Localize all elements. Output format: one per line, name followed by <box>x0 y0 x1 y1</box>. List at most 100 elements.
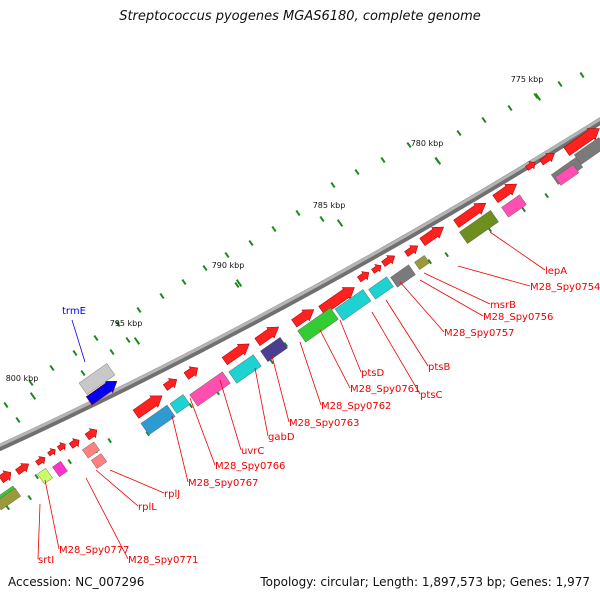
gene-label-M28_Spy0777: M28_Spy0777 <box>59 545 129 556</box>
cog-gene-box <box>368 276 394 300</box>
topology-text: Topology: circular; Length: 1,897,573 bp… <box>260 575 590 589</box>
cog-gene-box <box>260 337 288 362</box>
gc-skew-dot <box>521 206 526 213</box>
scale-tick-mark <box>29 392 37 400</box>
gc-skew-dot <box>444 251 449 258</box>
backbone-line <box>0 117 600 448</box>
forward-gene-arrow <box>68 438 80 449</box>
forward-gene-arrow <box>15 463 30 475</box>
gene-label-ptsC: ptsC <box>420 390 442 401</box>
gc-skew-dot <box>93 334 99 342</box>
forward-gene-arrow <box>371 264 382 274</box>
cog-gene-box <box>501 194 527 218</box>
gc-skew-dot <box>557 80 563 88</box>
cog-gene-box <box>140 404 176 436</box>
forward-gene-arrow <box>254 326 280 346</box>
trmE-cog-box <box>78 363 116 395</box>
cog-gene-box <box>169 394 191 414</box>
cog-gene-box <box>414 255 430 270</box>
gc-skew-dot <box>136 306 142 314</box>
forward-gene-arrow <box>56 442 66 452</box>
gc-skew-dot <box>579 71 585 79</box>
gene-label-M28_Spy0761: M28_Spy0761 <box>350 384 420 395</box>
gene-label-M28_Spy0756: M28_Spy0756 <box>483 312 553 323</box>
scale-tick-label: 795 kbp <box>110 319 143 328</box>
label-leader-line <box>319 329 351 389</box>
map-title: Streptococcus pyogenes MGAS6180, complet… <box>119 9 481 24</box>
label-leader-line <box>37 503 41 560</box>
forward-gene-arrow <box>221 343 250 366</box>
gc-skew-dot <box>234 281 240 289</box>
gene-label-gabD: gabD <box>268 432 295 443</box>
gc-skew-dot <box>271 225 277 233</box>
cog-gene-box <box>297 307 339 343</box>
gene-label-trmE: trmE <box>62 306 86 317</box>
forward-gene-arrow <box>381 255 396 267</box>
gc-skew-dot <box>107 437 112 444</box>
gc-skew-dot <box>224 251 230 259</box>
cog-gene-box <box>0 487 21 511</box>
gene-label-M28_Spy0757: M28_Spy0757 <box>444 328 514 339</box>
gene-label-srtI: srtI <box>38 555 54 566</box>
forward-gene-arrow <box>183 366 199 380</box>
gene-label-M28_Spy0762: M28_Spy0762 <box>321 401 391 412</box>
gc-skew-dot <box>544 192 549 199</box>
gene-label-M28_Spy0767: M28_Spy0767 <box>188 478 258 489</box>
gc-skew-dot <box>380 156 386 164</box>
cog-gene-box <box>573 137 600 165</box>
forward-gene-arrow <box>0 470 12 484</box>
gc-skew-dot <box>283 341 288 348</box>
cog-gene-box <box>334 289 372 321</box>
cog-gene-box <box>390 264 416 288</box>
scale-tick-label: 790 kbp <box>212 261 245 270</box>
label-leader-line <box>219 379 242 451</box>
cog-gene-box <box>82 441 100 459</box>
label-leader-line <box>254 367 269 437</box>
forward-gene-arrow <box>47 448 56 457</box>
gene-label-ptsB: ptsB <box>428 362 450 373</box>
cog-gene-box <box>90 453 108 469</box>
cog-gene-box <box>52 460 68 478</box>
forward-gene-arrow <box>404 245 419 257</box>
gene-label-uvrC: uvrC <box>241 446 264 457</box>
label-leader-line <box>423 272 491 305</box>
gc-skew-dot <box>3 401 9 409</box>
forward-gene-arrow <box>291 309 315 328</box>
label-leader-line <box>371 311 421 395</box>
gc-skew-dot <box>319 215 325 223</box>
gc-skew-dot <box>159 292 165 300</box>
accession-text: Accession: NC_007296 <box>8 575 145 589</box>
gc-skew-dot <box>109 348 115 356</box>
forward-gene-arrow <box>419 226 445 246</box>
gc-skew-dot <box>49 364 55 372</box>
gene-label-ptsD: ptsD <box>361 368 384 379</box>
gc-skew-dot <box>354 168 360 176</box>
gc-skew-dot <box>27 494 32 501</box>
scale-tick-mark <box>434 157 442 165</box>
label-leader-line <box>299 341 322 406</box>
label-leader-line <box>457 265 531 287</box>
label-leader-line <box>385 299 429 367</box>
gc-skew-dot <box>67 458 72 465</box>
label-leader-line <box>71 319 86 363</box>
backbone-shadow <box>0 117 600 452</box>
gc-skew-dot <box>269 358 274 365</box>
gc-skew-dot <box>456 129 462 137</box>
label-leader-line <box>85 477 129 560</box>
label-leader-line <box>489 231 546 271</box>
gc-skew-dot <box>181 278 187 286</box>
scale-tick-mark <box>235 279 243 287</box>
forward-gene-arrow <box>162 378 178 391</box>
gene-label-rplL: rplL <box>138 502 157 513</box>
cog-gene-box <box>459 210 499 244</box>
trmE-gene-arrow <box>85 380 118 406</box>
forward-gene-arrow <box>35 456 46 466</box>
gene-label-M28_Spy0754: M28_Spy0754 <box>530 282 600 293</box>
forward-gene-arrow <box>539 153 555 166</box>
label-leader-line <box>419 279 484 317</box>
label-leader-line <box>171 415 189 483</box>
gc-skew-dot <box>202 264 208 272</box>
scale-tick-mark <box>534 93 542 101</box>
gc-skew-dot <box>427 258 432 265</box>
